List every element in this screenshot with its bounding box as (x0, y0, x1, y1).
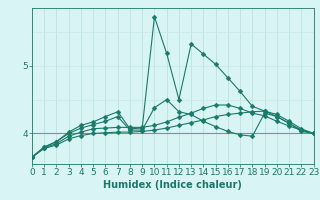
X-axis label: Humidex (Indice chaleur): Humidex (Indice chaleur) (103, 180, 242, 190)
